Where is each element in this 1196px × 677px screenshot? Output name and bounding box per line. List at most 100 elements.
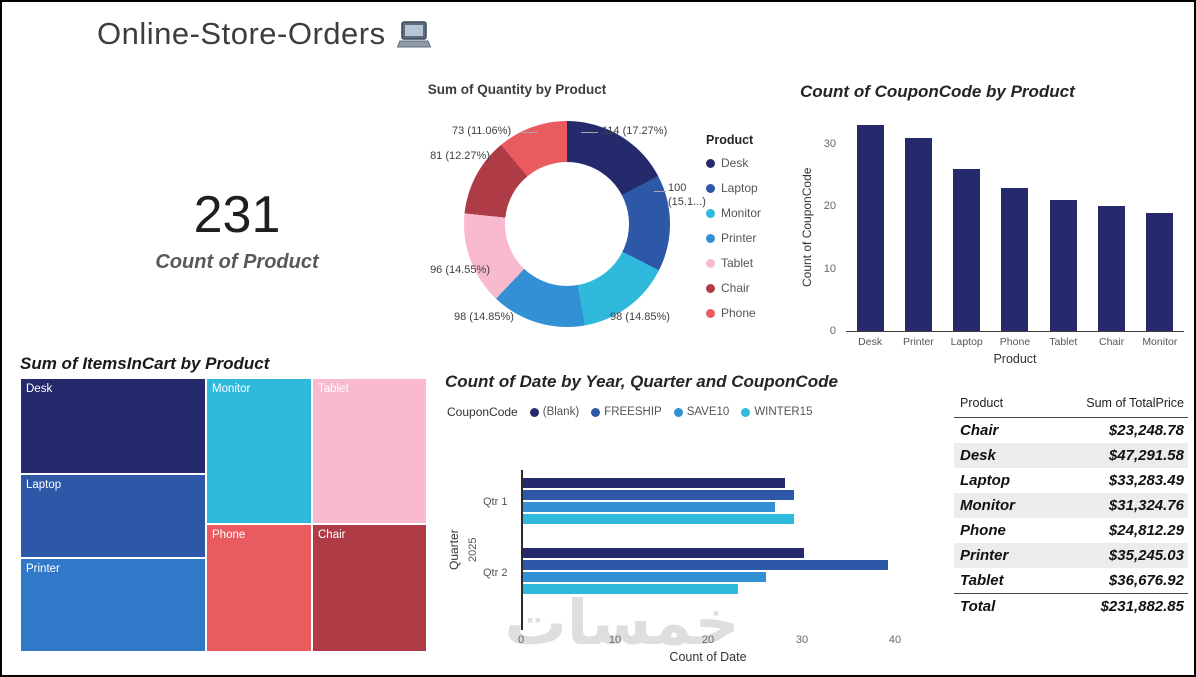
hbar-legend-item-winter15[interactable]: WINTER15 <box>741 406 812 418</box>
hbar-legend: CouponCode (Blank) FREESHIP SAVE10 WINTER15 <box>447 405 812 419</box>
treemap-block-tablet[interactable]: Tablet <box>312 378 427 524</box>
column-chart-title: Count of CouponCode by Product <box>800 82 1075 101</box>
hbar-legend-item-blank[interactable]: (Blank) <box>529 406 580 418</box>
kpi-label: Count of Product <box>155 251 319 273</box>
column-bar-desk[interactable] <box>856 125 884 331</box>
legend-item-tablet[interactable]: Tablet <box>706 256 796 270</box>
legend-dot <box>706 308 715 318</box>
hbar-bar-qtr-1-winter15[interactable] <box>523 514 794 524</box>
donut-callout-monitor: 98 (14.85%) <box>610 311 670 323</box>
donut-legend: Product Desk Laptop Monitor Printer Tablet Ch… <box>706 133 796 331</box>
treemap-block-chair[interactable]: Chair <box>312 524 427 652</box>
treemap-block-laptop[interactable]: Laptop <box>20 474 206 558</box>
legend-dot <box>706 158 715 168</box>
column-bar-chair[interactable] <box>1098 206 1126 331</box>
treemap-blocks: Desk Laptop Printer Monitor Phone Tablet Chair <box>20 378 427 652</box>
legend-label: (Blank) <box>542 406 580 418</box>
legend-label: Chair <box>721 281 750 295</box>
table-row-monitor: Monitor $31,324.76 <box>954 493 1188 518</box>
legend-item-printer[interactable]: Printer <box>706 231 796 245</box>
legend-dot <box>706 258 715 268</box>
treemap-block-printer[interactable]: Printer <box>20 558 206 652</box>
table-cell-product: Chair <box>960 422 999 439</box>
legend-dot <box>591 407 601 417</box>
column-slot-printer <box>894 120 942 331</box>
hbar-bar-qtr-1-blank[interactable] <box>523 478 785 488</box>
legend-dot <box>706 183 715 193</box>
column-bar-phone[interactable] <box>1001 188 1029 331</box>
legend-dot <box>741 407 751 417</box>
treemap-block-label: Printer <box>26 563 60 575</box>
hbar-group-qtr-2 <box>523 548 888 596</box>
hbar-bar-qtr-2-winter15[interactable] <box>523 584 738 594</box>
hbar-bar-qtr-2-freeship[interactable] <box>523 560 888 570</box>
column-category-label: Tablet <box>1049 336 1078 348</box>
page-title-text: Online-Store-Orders <box>97 16 386 51</box>
table-cell-price: $23,248.78 <box>1108 422 1184 439</box>
column-bar-tablet[interactable] <box>1049 200 1077 331</box>
column-category-label: Chair <box>1099 336 1125 348</box>
legend-item-chair[interactable]: Chair <box>706 281 796 295</box>
donut-leader-line <box>521 132 538 133</box>
donut-callout-tablet: 96 (14.55%) <box>430 264 490 276</box>
table-header-totalprice: Sum of TotalPrice <box>1042 396 1188 418</box>
column-bar-monitor[interactable] <box>1146 213 1174 331</box>
hbar-y-axis-title: Quarter <box>447 529 461 571</box>
hbar-category-label: Qtr 2 <box>483 567 508 579</box>
hbar-legend-items: (Blank) FREESHIP SAVE10 WINTER15 <box>529 406 812 418</box>
hbar-group-qtr-1 <box>523 478 794 526</box>
column-ytick: 30 <box>823 138 836 150</box>
column-category-label: Desk <box>858 336 883 348</box>
treemap-block-label: Tablet <box>318 383 349 395</box>
donut-hole <box>505 162 629 286</box>
table-cell-price: $31,324.76 <box>1108 497 1184 514</box>
table-row-phone: Phone $24,812.29 <box>954 518 1188 543</box>
column-bar-printer[interactable] <box>904 138 932 331</box>
legend-item-monitor[interactable]: Monitor <box>706 206 796 220</box>
column-bar-laptop[interactable] <box>953 169 981 331</box>
table-cell-product: Laptop <box>960 472 1010 489</box>
column-ytick: 10 <box>823 263 836 275</box>
hbar-xtick: 30 <box>795 634 809 646</box>
legend-label: FREESHIP <box>604 406 662 418</box>
hbar-bar-qtr-2-blank[interactable] <box>523 548 804 558</box>
treemap-block-label: Chair <box>318 529 346 541</box>
donut-leader-line <box>581 132 598 133</box>
column-ytick: 20 <box>823 200 836 212</box>
column-ytick: 0 <box>829 325 836 337</box>
table-cell-price: $47,291.58 <box>1108 447 1184 464</box>
treemap-block-monitor[interactable]: Monitor <box>206 378 312 524</box>
hbar-xtick: 20 <box>701 634 715 646</box>
column-ticks: 0 10 20 30 <box>818 120 840 337</box>
legend-item-phone[interactable]: Phone <box>706 306 796 320</box>
table-cell-price: $36,676.92 <box>1108 572 1184 589</box>
legend-item-desk[interactable]: Desk <box>706 156 796 170</box>
legend-dot <box>706 233 715 243</box>
hbar-bar-qtr-2-save10[interactable] <box>523 572 766 582</box>
column-category-label: Phone <box>999 336 1031 348</box>
page-title: Online-Store-Orders <box>97 16 432 52</box>
hbar-legend-item-freeship[interactable]: FREESHIP <box>591 406 662 418</box>
legend-item-laptop[interactable]: Laptop <box>706 181 796 195</box>
kpi-card: 231 Count of Product <box>127 185 347 274</box>
hbar-year-label: 2025 <box>467 537 479 563</box>
hbar-bar-qtr-1-save10[interactable] <box>523 502 775 512</box>
treemap-block-label: Phone <box>212 529 246 541</box>
column-slot-chair <box>1087 120 1135 331</box>
table-cell-product: Monitor <box>960 497 1015 514</box>
price-table-body: Chair $23,248.78 Desk $47,291.58 Laptop $33,2… <box>954 418 1188 619</box>
hbar-legend-item-save10[interactable]: SAVE10 <box>673 406 729 418</box>
treemap-block-desk[interactable]: Desk <box>20 378 206 474</box>
table-cell-product: Tablet <box>960 572 1004 589</box>
donut-callout-phone: 73 (11.06%) <box>452 125 512 137</box>
treemap-block-phone[interactable]: Phone <box>206 524 312 652</box>
column-category-label: Monitor <box>1142 336 1178 348</box>
hbar-xtick: 0 <box>517 634 525 646</box>
column-slot-tablet <box>1039 120 1087 331</box>
hbar-bar-qtr-1-freeship[interactable] <box>523 490 794 500</box>
legend-dot <box>706 283 715 293</box>
hbar-chart-title: Count of Date by Year, Quarter and Coupo… <box>445 372 838 391</box>
hbar-ticks: 0 10 20 30 40 <box>517 634 901 648</box>
table-cell-price: $231,882.85 <box>1042 593 1188 619</box>
